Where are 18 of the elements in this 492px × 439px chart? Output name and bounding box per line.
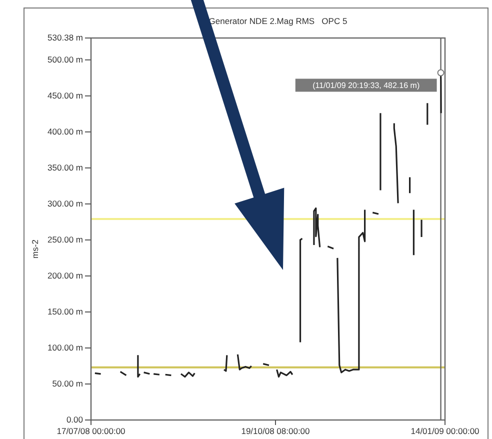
- chart-title: Generator NDE 2.Mag RMS OPC 5: [208, 16, 348, 26]
- y-tick-label: 250.00 m: [48, 234, 83, 245]
- annotation: (11/01/09 20:19:33, 482.16 m): [312, 81, 420, 90]
- x-tick-label: 14/01/09 00:00:00: [410, 426, 480, 436]
- y-tick-label: 0.00: [66, 414, 84, 425]
- x-tick-label: 19/10/08 08:00:00: [241, 426, 310, 436]
- x-tick-label: 17/07/08 00:00:00: [56, 426, 126, 436]
- y-tick-label: 100.00 m: [48, 342, 83, 353]
- y-tick-label: 150.00 m: [48, 306, 83, 317]
- y-axis-title: ms-2: [30, 239, 40, 258]
- y-tick-label: 350.00 m: [48, 162, 83, 173]
- y-tick-label: 530.38 m: [48, 32, 83, 43]
- y-tick-label: 200.00 m: [48, 270, 83, 281]
- y-tick-label: 500.00 m: [48, 54, 83, 65]
- y-tick-label: 50.00 m: [52, 378, 83, 389]
- y-tick-label: 400.00 m: [48, 126, 83, 137]
- y-tick-label: 300.00 m: [48, 198, 83, 209]
- y-tick-label: 450.00 m: [48, 90, 83, 101]
